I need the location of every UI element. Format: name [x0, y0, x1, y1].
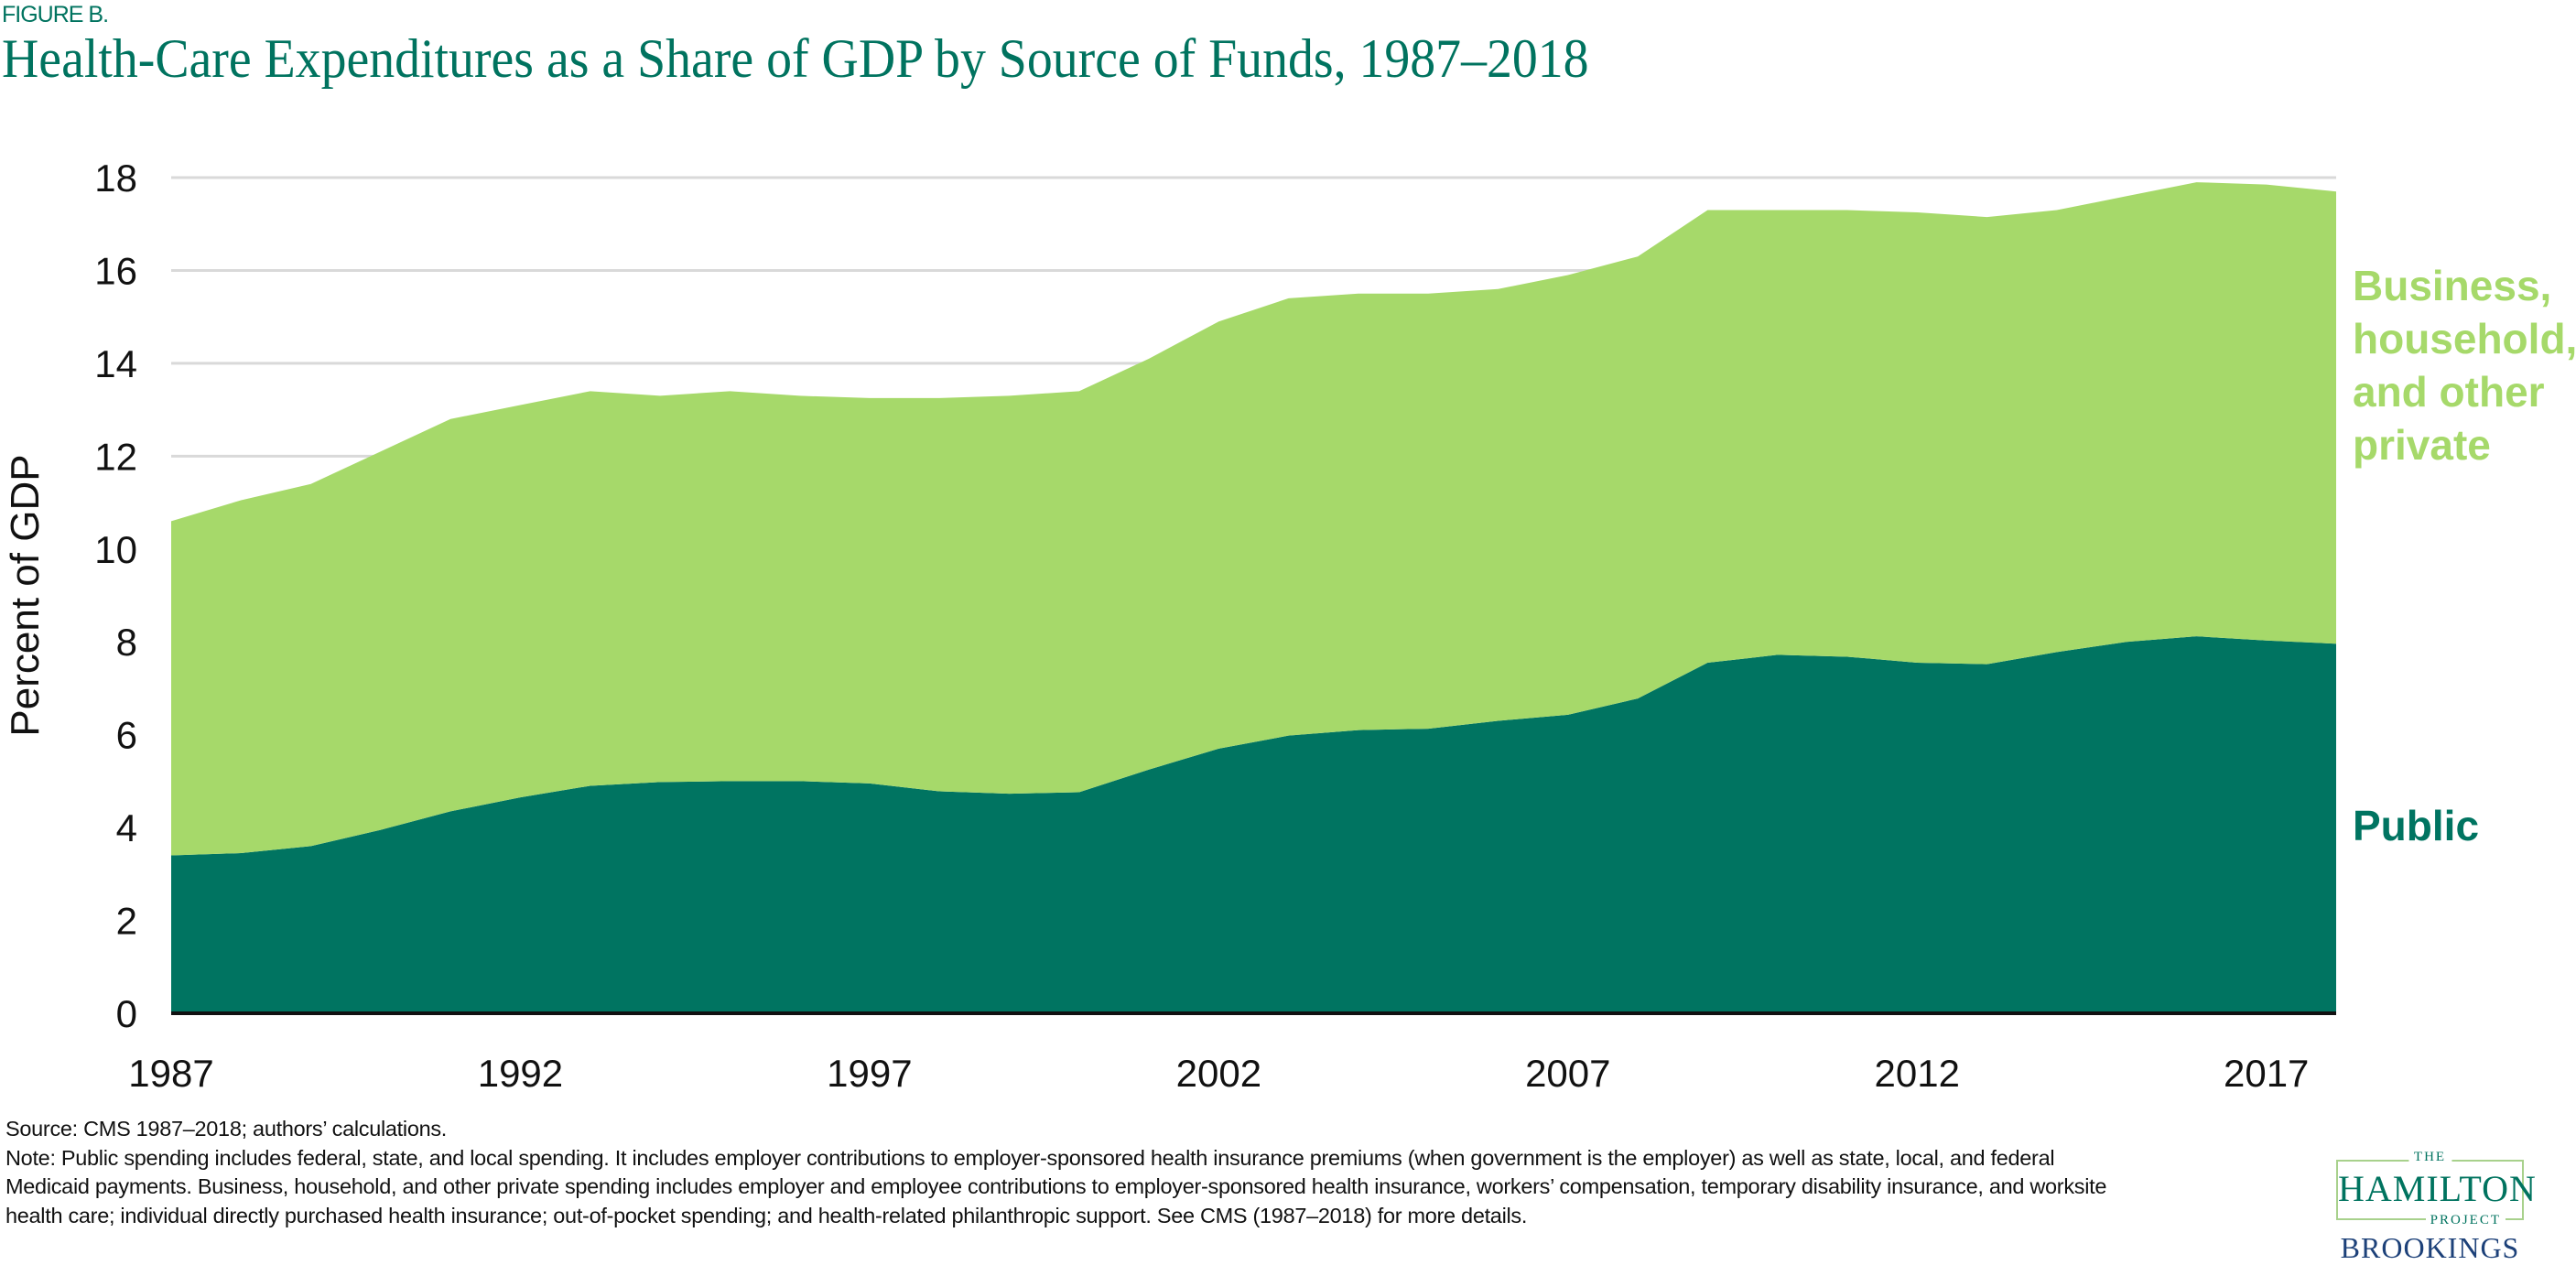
x-tick-label: 1992: [478, 1052, 563, 1095]
area-public: [171, 636, 2336, 1013]
chart-title: Health-Care Expenditures as a Share of G…: [2, 28, 1589, 89]
y-tick-label: 2: [116, 900, 137, 943]
footer: Source: CMS 1987–2018; authors’ calculat…: [5, 1115, 2111, 1230]
x-tick-label: 2017: [2224, 1052, 2309, 1095]
brookings-logo: BROOKINGS: [2340, 1231, 2520, 1264]
logo-the: THE: [2408, 1150, 2452, 1165]
y-tick-label: 18: [94, 157, 137, 200]
x-tick-label: 1987: [128, 1052, 213, 1095]
y-tick-label: 0: [116, 992, 137, 1035]
methodology-note: Note: Public spending includes federal, …: [5, 1145, 2107, 1227]
x-tick-label: 1997: [827, 1052, 912, 1095]
x-tick-label: 2012: [1875, 1052, 1960, 1095]
hamilton-brookings-logo: THE HAMILTON PROJECT BROOKINGS: [2336, 1149, 2537, 1265]
y-tick-label: 16: [94, 249, 137, 292]
y-tick-label: 4: [116, 806, 137, 849]
series-label-private: and other: [2353, 368, 2545, 416]
y-tick-label: 12: [94, 435, 137, 478]
logo-project: PROJECT: [2425, 1213, 2506, 1228]
series-label-private: private: [2353, 421, 2491, 469]
y-tick-label: 10: [94, 528, 137, 571]
hamilton-project-logo: THE HAMILTON PROJECT: [2336, 1150, 2537, 1228]
series-label-private: Business,: [2353, 262, 2551, 309]
y-tick-label: 6: [116, 714, 137, 757]
y-tick-label: 14: [94, 342, 137, 385]
figure-label: FIGURE B.: [2, 2, 109, 27]
series-label-public: Public: [2353, 802, 2479, 849]
series-label-private: household,: [2353, 315, 2576, 362]
y-axis-label: Percent of GDP: [3, 454, 48, 736]
logo-hamilton: HAMILTON: [2338, 1168, 2537, 1209]
area-private: [171, 182, 2336, 856]
source-note: Source: CMS 1987–2018; authors’ calculat…: [5, 1117, 448, 1141]
x-tick-label: 2007: [1525, 1052, 1610, 1095]
x-tick-label: 2002: [1176, 1052, 1261, 1095]
y-tick-label: 8: [116, 621, 137, 664]
